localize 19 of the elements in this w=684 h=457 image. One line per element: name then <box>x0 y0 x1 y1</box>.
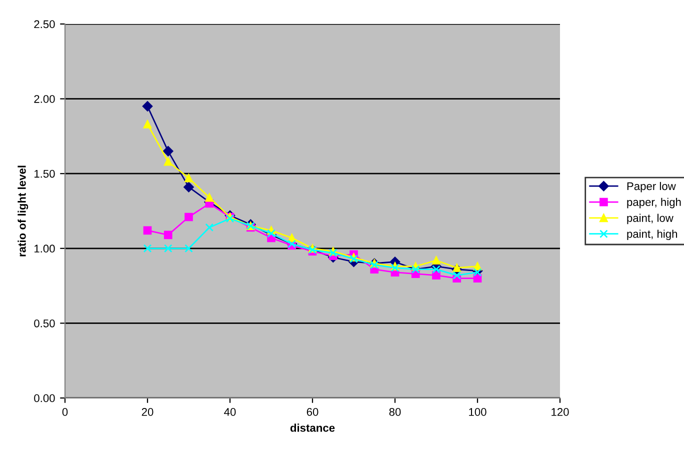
legend-label: paper, high <box>627 198 681 208</box>
x-tick-label: 0 <box>62 408 68 416</box>
legend-label: paint, low <box>627 214 674 224</box>
x-tick-label: 20 <box>142 408 154 416</box>
x-tick-label: 100 <box>469 408 486 416</box>
y-tick-label: 0.00 <box>34 394 55 402</box>
legend-label: paint, high <box>627 230 678 240</box>
x-tick-label: 40 <box>224 408 236 416</box>
x-axis-title: distance <box>290 424 335 432</box>
x-tick-label: 80 <box>389 408 401 416</box>
y-tick-label: 0.50 <box>34 319 55 328</box>
y-tick-label: 1.00 <box>34 244 55 253</box>
legend-label: Paper low <box>627 182 676 192</box>
y-tick-label: 1.50 <box>34 170 55 178</box>
y-axis-title: ratio of light level <box>18 166 28 256</box>
y-tick-label: 2.00 <box>34 95 55 103</box>
x-tick-label: 60 <box>306 408 318 416</box>
y-tick-label: 2.50 <box>34 20 55 28</box>
x-tick-label: 120 <box>552 408 569 416</box>
